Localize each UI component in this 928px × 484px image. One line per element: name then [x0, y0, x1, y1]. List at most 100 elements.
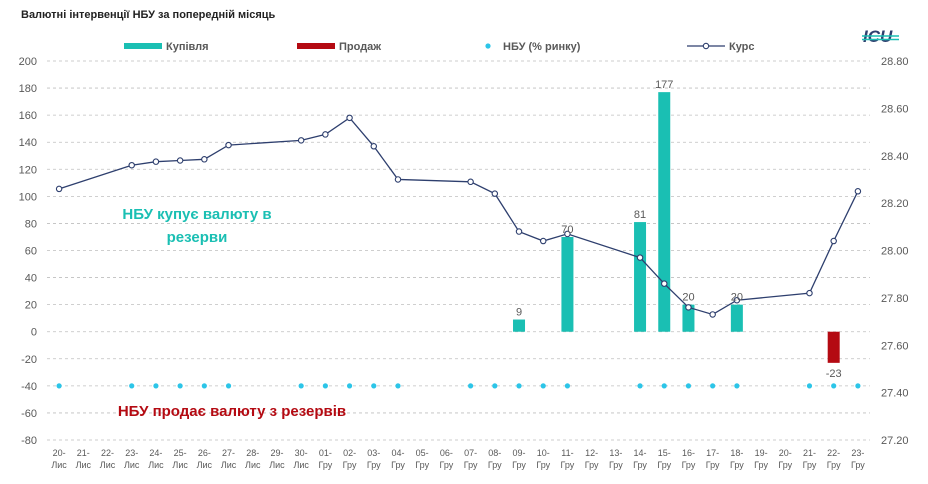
x-tick-day: 13-	[609, 448, 622, 458]
left-tick-label: 60	[25, 246, 37, 258]
x-tick-month: Гру	[391, 460, 405, 470]
right-tick-label: 27.60	[881, 340, 909, 352]
rate-point	[564, 230, 571, 238]
left-tick-label: 140	[19, 137, 37, 149]
x-tick-month: Лис	[197, 460, 213, 470]
x-tick-month: Лис	[245, 460, 261, 470]
nbu-point	[710, 383, 716, 389]
rate-point	[515, 228, 523, 235]
nbu-point	[153, 383, 159, 389]
left-tick-label: 20	[25, 300, 37, 312]
legend: Купівля Продаж НБУ (% ринку) Курс	[124, 41, 755, 53]
x-axis-ticks: 20- Лис 21- Лис 22- Лис 23- Лис 24- Лис 25- Лис 26- Л…	[51, 448, 865, 470]
left-tick-label: 120	[19, 164, 37, 176]
x-tick-month: Гру	[803, 460, 817, 470]
right-tick-label: 28.60	[881, 103, 909, 115]
legend-swatch-buy	[124, 43, 162, 49]
legend-swatch-rate-point	[702, 42, 710, 50]
x-tick-month: Лис	[221, 460, 237, 470]
nbu-point	[56, 383, 62, 389]
data-labels: 9 70 81 177 20 20 -23	[516, 79, 842, 380]
left-tick-label: -80	[21, 435, 37, 447]
rate-point	[709, 311, 716, 318]
rate-polyline	[58, 116, 859, 316]
x-tick-day: 25-	[174, 448, 187, 458]
legend-swatch-nbu	[485, 43, 491, 49]
x-tick-month: Гру	[633, 460, 647, 470]
right-tick-label: 28.40	[881, 151, 909, 163]
nbu-point	[855, 383, 861, 389]
sell-bar	[827, 331, 840, 363]
legend-label-sell: Продаж	[339, 41, 381, 53]
x-tick-month: Лис	[148, 460, 164, 470]
chart-title: Валютні інтервенції НБУ за попередній мі…	[21, 9, 276, 21]
rate-point	[685, 304, 692, 311]
bars	[513, 92, 840, 363]
nbu-point	[346, 383, 353, 389]
left-tick-label: 200	[19, 56, 37, 68]
nbu-point	[225, 383, 232, 389]
nbu-point	[564, 383, 571, 389]
buy-bar	[561, 236, 574, 332]
nbu-point	[298, 383, 304, 389]
x-tick-month: Лис	[51, 460, 67, 470]
grid-lines	[47, 60, 870, 441]
legend-swatch-sell	[297, 43, 335, 49]
nbu-points	[56, 383, 861, 389]
x-tick-day: 17-	[706, 448, 719, 458]
left-tick-label: 80	[25, 218, 37, 230]
x-tick-day: 30-	[295, 448, 308, 458]
x-tick-day: 03-	[367, 448, 380, 458]
x-tick-day: 16-	[682, 448, 695, 458]
x-tick-day: 10-	[537, 448, 550, 458]
nbu-point	[395, 383, 401, 389]
x-tick-month: Гру	[851, 460, 865, 470]
rate-point	[128, 161, 135, 169]
nbu-point	[661, 383, 667, 389]
right-tick-label: 27.20	[881, 435, 909, 447]
rate-point	[539, 237, 547, 245]
rate-point	[346, 114, 353, 122]
nbu-point	[322, 383, 328, 389]
x-tick-month: Лис	[124, 460, 140, 470]
buy-bar	[513, 319, 526, 332]
x-tick-day: 11-	[561, 448, 573, 458]
left-tick-label: -20	[21, 354, 37, 366]
rate-point	[322, 131, 329, 138]
x-tick-day: 23-	[851, 448, 864, 458]
rate-point	[854, 188, 862, 195]
nbu-point	[806, 383, 813, 389]
right-axis-ticks: 28.80 28.60 28.40 28.20 28.00 27.80 27.60 27.40…	[881, 56, 909, 447]
x-tick-day: 02-	[343, 448, 356, 458]
rate-point	[733, 296, 741, 304]
buy-bar	[730, 304, 743, 332]
rate-point	[830, 237, 837, 245]
right-tick-label: 27.80	[881, 293, 909, 305]
nbu-point	[831, 383, 837, 389]
annotation-buy-line1: НБУ купує валюту в	[122, 206, 271, 223]
data-label: 9	[516, 307, 522, 319]
x-tick-month: Гру	[754, 460, 768, 470]
nbu-point	[685, 383, 692, 389]
rate-point	[491, 190, 499, 197]
x-tick-month: Гру	[585, 460, 599, 470]
left-tick-label: -40	[21, 381, 37, 393]
x-tick-day: 21-	[803, 448, 816, 458]
x-tick-day: 18-	[730, 448, 743, 458]
x-tick-month: Гру	[706, 460, 720, 470]
x-tick-day: 28-	[246, 448, 259, 458]
rate-point	[660, 280, 668, 287]
legend-label-nbu: НБУ (% ринку)	[503, 41, 581, 53]
buy-bar	[634, 222, 647, 332]
x-tick-month: Гру	[488, 460, 502, 470]
rate-point	[55, 185, 63, 193]
x-tick-day: 24-	[149, 448, 162, 458]
x-tick-month: Гру	[464, 460, 478, 470]
x-tick-day: 26-	[198, 448, 211, 458]
rate-point	[370, 143, 378, 150]
left-tick-label: 160	[19, 110, 37, 122]
legend-label-rate: Курс	[729, 41, 755, 53]
x-tick-month: Лис	[172, 460, 188, 470]
x-tick-day: 27-	[222, 448, 235, 458]
